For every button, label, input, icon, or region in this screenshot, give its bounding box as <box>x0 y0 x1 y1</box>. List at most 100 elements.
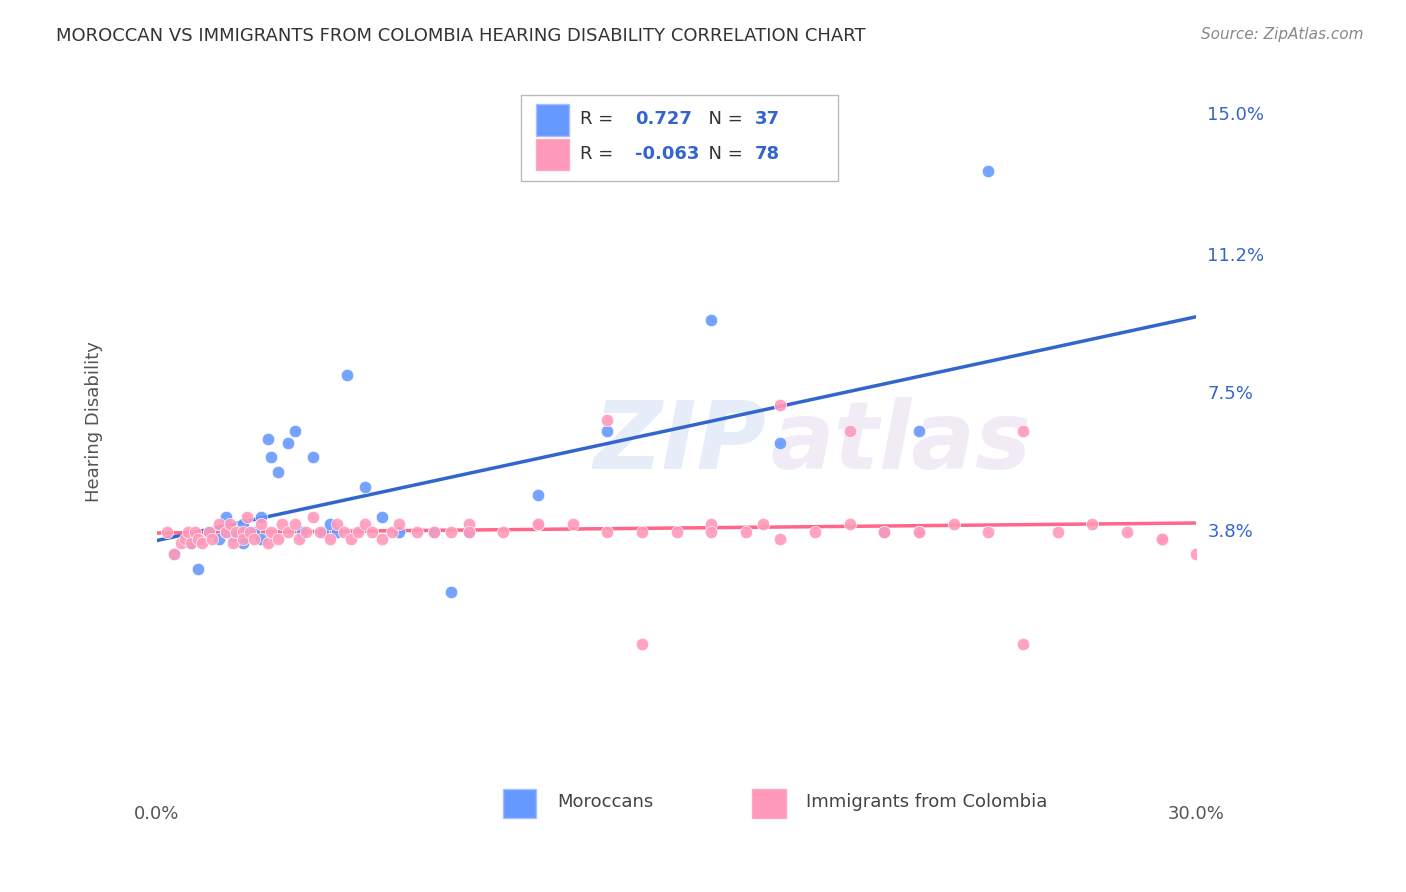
Point <box>769 435 792 450</box>
Text: 37: 37 <box>755 111 779 128</box>
Point <box>249 517 271 532</box>
Text: N =: N = <box>697 145 749 163</box>
Point <box>1150 533 1173 547</box>
Point <box>249 533 271 547</box>
Point <box>294 524 316 539</box>
Point <box>218 517 240 532</box>
Point <box>201 533 224 547</box>
Point <box>838 425 860 439</box>
Point <box>260 450 283 465</box>
Point <box>232 524 254 539</box>
Point <box>596 425 619 439</box>
Text: Hearing Disability: Hearing Disability <box>86 342 103 502</box>
Point <box>215 524 238 539</box>
Point <box>222 528 245 542</box>
Point <box>440 584 463 599</box>
Point <box>371 510 394 524</box>
Point <box>267 465 290 479</box>
Point <box>527 517 550 532</box>
Text: 15.0%: 15.0% <box>1208 105 1264 124</box>
Point <box>284 517 307 532</box>
Point <box>208 533 231 547</box>
Point <box>260 524 283 539</box>
Point <box>180 536 202 550</box>
FancyBboxPatch shape <box>503 789 536 818</box>
Point <box>423 524 446 539</box>
Point <box>197 524 219 539</box>
Point <box>700 524 723 539</box>
Point <box>340 533 363 547</box>
Point <box>301 450 323 465</box>
Text: Immigrants from Colombia: Immigrants from Colombia <box>807 793 1047 812</box>
Point <box>700 517 723 532</box>
Point <box>457 517 479 532</box>
Point <box>208 517 231 532</box>
Point <box>908 524 931 539</box>
Text: R =: R = <box>579 111 619 128</box>
Point <box>631 637 654 651</box>
FancyBboxPatch shape <box>520 95 838 181</box>
Point <box>752 517 775 532</box>
Point <box>243 524 266 539</box>
Text: 0.727: 0.727 <box>636 111 692 128</box>
Text: 30.0%: 30.0% <box>1168 805 1225 823</box>
Point <box>977 524 1000 539</box>
Point <box>326 517 349 532</box>
Point <box>873 524 896 539</box>
Point <box>665 524 688 539</box>
Point <box>215 510 238 524</box>
Point <box>804 524 827 539</box>
Point <box>222 536 245 550</box>
Point <box>360 524 382 539</box>
Point <box>249 510 271 524</box>
Point <box>301 510 323 524</box>
Text: Source: ZipAtlas.com: Source: ZipAtlas.com <box>1201 27 1364 42</box>
Point <box>267 533 290 547</box>
Text: 11.2%: 11.2% <box>1208 247 1264 265</box>
Point <box>319 533 342 547</box>
Point <box>457 524 479 539</box>
Point <box>288 533 311 547</box>
Point <box>527 488 550 502</box>
Point <box>256 536 278 550</box>
Text: 0.0%: 0.0% <box>134 805 180 823</box>
Point <box>1012 425 1035 439</box>
Point <box>236 510 259 524</box>
Point <box>1081 517 1104 532</box>
Point <box>243 533 266 547</box>
Point <box>191 536 214 550</box>
Point <box>440 524 463 539</box>
Point <box>319 517 342 532</box>
Point <box>291 524 314 539</box>
Point <box>423 524 446 539</box>
Point <box>184 524 207 539</box>
FancyBboxPatch shape <box>752 789 786 818</box>
Point <box>769 533 792 547</box>
Point <box>173 533 195 547</box>
Point <box>527 517 550 532</box>
Text: R =: R = <box>579 145 619 163</box>
Point <box>326 524 349 539</box>
Point <box>333 524 356 539</box>
Point <box>1116 524 1139 539</box>
Point <box>232 517 254 532</box>
Point <box>908 524 931 539</box>
Point <box>1012 637 1035 651</box>
Point <box>170 536 193 550</box>
Point <box>371 533 394 547</box>
Point <box>734 524 756 539</box>
Point <box>631 524 654 539</box>
Point <box>388 524 411 539</box>
Point <box>353 480 375 494</box>
Point <box>388 517 411 532</box>
Point <box>187 562 209 576</box>
Point <box>177 524 200 539</box>
Point <box>1185 547 1208 561</box>
Point <box>336 368 359 383</box>
Point <box>492 524 515 539</box>
Point <box>215 524 238 539</box>
Point <box>277 524 299 539</box>
Point <box>225 524 247 539</box>
Point <box>838 517 860 532</box>
Point <box>308 524 330 539</box>
